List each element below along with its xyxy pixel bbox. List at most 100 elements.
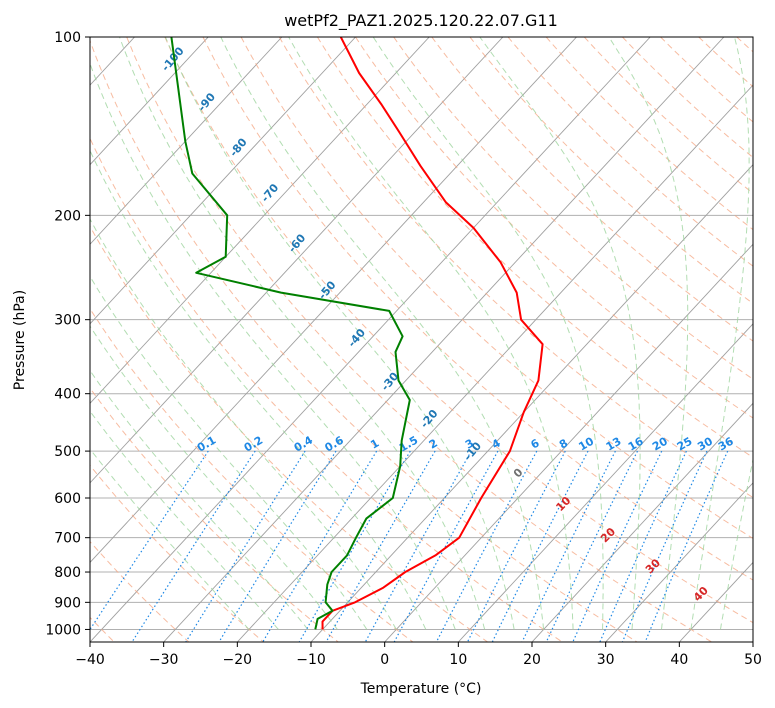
plot-area: 0.1 0.2 0.4 0.6 1 1.5 2 3 4 6 8 10 13 16 20 25 30 36-100-… [0, 37, 753, 642]
isotherm-line [384, 243, 753, 642]
isotherm-line [237, 84, 753, 642]
mixing-ratio-lines [90, 450, 729, 642]
moist-adiabat-label: 20 [598, 525, 618, 545]
isotherm-line [90, 37, 651, 642]
isotherm-line [605, 482, 753, 642]
mixing-ratio-line [393, 450, 499, 642]
isotherm-line [90, 37, 430, 405]
x-tick-label: 10 [449, 652, 467, 668]
dry-adiabat-line [431, 37, 753, 342]
mixing-ratio-line [325, 450, 436, 642]
mixing-ratio-label: 4 [490, 436, 503, 451]
mixing-ratio-line [644, 450, 729, 642]
isotherm-line [458, 323, 753, 642]
dry-adiabat-line [355, 37, 753, 419]
y-tick-label: 200 [54, 208, 81, 224]
moist-adiabat-line [90, 149, 427, 630]
moist-adiabat-line [90, 275, 368, 630]
dry-adiabat-lines [90, 37, 753, 642]
dry-adiabat-line [202, 37, 753, 581]
moist-adiabat-line [90, 62, 456, 630]
dry-adiabat-line [90, 540, 190, 642]
moist-adiabat-line [119, 37, 486, 630]
mixing-ratio-line [262, 450, 378, 642]
y-tick-label: 800 [54, 565, 81, 581]
mixing-ratio-label: 6 [528, 436, 541, 451]
x-tick-label: 30 [597, 652, 615, 668]
isotherm-line [0, 37, 61, 642]
y-axis-title: Pressure (hPa) [12, 290, 28, 390]
moist-adiabat-line [608, 37, 689, 630]
moist-adiabat-label: 10 [553, 494, 573, 514]
moist-adiabat-label: 0 [511, 466, 526, 481]
mixing-ratio-line [131, 450, 256, 642]
isotherm-line [90, 37, 209, 166]
x-tick-label: −10 [296, 652, 326, 668]
isotherm-line [90, 37, 577, 564]
mixing-ratio-label: 2 [427, 437, 440, 452]
y-tick-label: 500 [54, 444, 81, 460]
dry-adiabat-line [90, 225, 488, 642]
isotherm-line [90, 37, 283, 245]
dry-adiabat-line [545, 37, 753, 231]
dry-adiabat-line [622, 37, 753, 159]
dry-adiabat-line [164, 37, 753, 624]
moist-adiabat-line [90, 410, 279, 630]
x-tick-label: 40 [670, 652, 688, 668]
moist-adiabat-line [479, 37, 641, 630]
y-tick-label: 300 [54, 313, 81, 329]
dry-adiabat-label: -90 [195, 90, 218, 114]
moist-adiabat-line [90, 448, 250, 630]
y-tick-label: 600 [54, 491, 81, 507]
x-tick-label: −30 [149, 652, 179, 668]
mixing-ratio-line [364, 450, 472, 642]
isotherm-line [90, 37, 504, 484]
dry-adiabat-label: -40 [345, 326, 368, 350]
moist-adiabat-line [288, 37, 574, 630]
dry-adiabat-line [90, 464, 264, 642]
dry-adiabat-line [583, 37, 753, 194]
plot-frame [89, 36, 754, 643]
mixing-ratio-label: 1 [368, 437, 381, 452]
isotherm-line [679, 561, 753, 642]
moist-adiabat-line [719, 457, 753, 630]
dry-adiabat-line [469, 37, 753, 304]
dry-adiabat-label: -80 [227, 135, 250, 159]
x-tick-label: 50 [744, 652, 762, 668]
y-tick-label: 900 [54, 595, 81, 611]
y-tick-label: 1000 [45, 622, 81, 638]
dry-adiabat-line [736, 37, 753, 53]
mixing-ratio-line [491, 450, 589, 642]
dry-adiabat-line [90, 39, 638, 642]
y-axis-ticks: 1000 900 800 700 600 500 400 300 200 100 [45, 30, 90, 638]
moist-adiabat-line [220, 37, 545, 630]
moist-adiabat-line [90, 369, 309, 630]
moist-adiabat-lines [90, 37, 753, 630]
dry-adiabat-line [90, 137, 563, 642]
sounding-profiles [170, 37, 544, 630]
dry-adiabat-line [278, 37, 753, 499]
dry-adiabat-label: -70 [259, 181, 282, 205]
series-line [170, 37, 411, 630]
y-tick-label: 100 [54, 30, 81, 46]
mixing-ratio-line [599, 450, 687, 642]
x-axis-title: Temperature (°C) [360, 681, 482, 697]
moist-adiabat-line [372, 37, 604, 630]
isotherm-line [90, 37, 356, 325]
mixing-ratio-line [435, 450, 538, 642]
x-tick-label: −40 [75, 652, 105, 668]
dry-adiabat-line [393, 37, 753, 380]
x-axis-ticks: −40 −30 −20 −10 0 10 20 30 40 50 [75, 642, 762, 668]
dry-adiabat-line [90, 307, 414, 642]
mixing-ratio-line [545, 450, 639, 642]
moist-adiabat-line [90, 217, 397, 630]
mixing-ratio-line [218, 450, 337, 642]
mixing-ratio-line [521, 450, 616, 642]
mixing-ratio-line [298, 450, 411, 642]
mixing-ratio-line [185, 450, 306, 642]
moist-adiabat-line [90, 325, 338, 630]
dry-adiabat-line [316, 37, 753, 459]
moist-adiabat-label: 30 [643, 556, 663, 576]
x-tick-label: −20 [223, 652, 253, 668]
x-tick-label: 0 [380, 652, 389, 668]
